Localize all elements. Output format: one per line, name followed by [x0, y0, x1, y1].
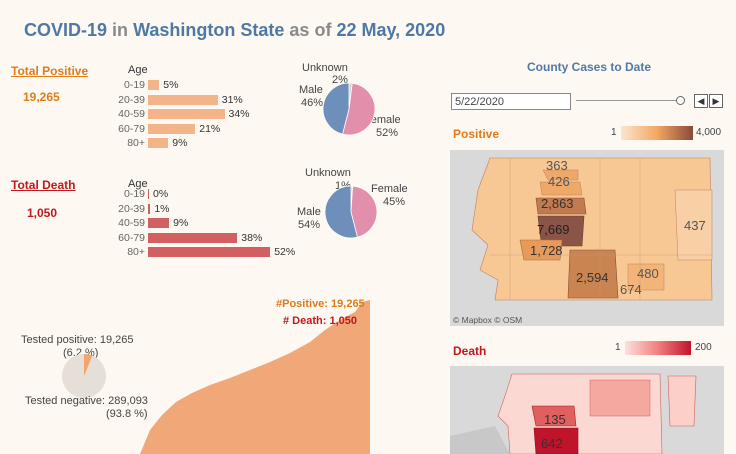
county-label: 437 — [684, 218, 706, 233]
maps-title: County Cases to Date — [527, 60, 652, 74]
death-unknown-label: Unknown — [305, 167, 351, 179]
cumulative-positive-area — [140, 300, 370, 454]
page-title: COVID-19 in Washington State as of 22 Ma… — [24, 20, 445, 41]
death-county-map[interactable]: 135 642 — [450, 366, 724, 454]
county-label: 1,728 — [530, 243, 563, 258]
trend-positive-annotation: #Positive: 19,265 — [276, 298, 365, 310]
county-label: 2,594 — [576, 270, 609, 285]
cumulative-trend-chart[interactable] — [140, 290, 380, 454]
title-asof: as of — [289, 20, 332, 40]
age-category-label: 20-39 — [118, 202, 145, 215]
map-attribution[interactable]: © Mapbox © OSM — [453, 315, 523, 325]
county-label: 480 — [637, 266, 659, 281]
trend-positive-value: 19,265 — [331, 298, 365, 310]
age-pct-label: 52% — [274, 246, 296, 258]
age-bar[interactable] — [148, 138, 169, 148]
total-death-value: 1,050 — [27, 206, 58, 220]
death-map-label: Death — [453, 344, 487, 358]
age-pct-label: 5% — [163, 79, 179, 91]
pos-male-label: Male — [299, 84, 323, 96]
age-bar[interactable] — [148, 218, 170, 228]
age-category-label: 0-19 — [123, 79, 145, 91]
age-header-positive: Age — [128, 64, 148, 76]
male-slice — [322, 82, 350, 135]
positive-legend-gradient — [621, 126, 693, 140]
title-state: Washington State — [133, 20, 285, 40]
pos-female-pct: 52% — [376, 127, 399, 139]
date-slider-handle[interactable] — [676, 96, 685, 105]
age-category-label: 40-59 — [118, 217, 145, 229]
age-pct-label: 9% — [173, 217, 189, 229]
tested-positive-label: Tested positive: 19,265 — [21, 334, 134, 346]
age-pct-label: 38% — [241, 231, 263, 244]
positive-county-map[interactable]: 363 426 2,863 7,669 1,728 2,594 437 480 … — [450, 150, 724, 326]
tests-positive-slice — [84, 354, 93, 376]
title-date: 22 May, 2020 — [336, 20, 446, 40]
trend-death-annotation: # Death: 1,050 — [283, 315, 357, 327]
age-category-label: 20-39 — [118, 93, 145, 106]
total-positive-value: 19,265 — [23, 90, 60, 104]
death-male-label: Male — [297, 206, 321, 218]
county-label: 2,863 — [541, 196, 574, 211]
death-female-pct: 45% — [383, 196, 406, 208]
date-input[interactable] — [451, 93, 571, 110]
pos-unknown-pct: 2% — [332, 74, 348, 86]
county-label: 674 — [620, 282, 642, 297]
age-pct-label: 9% — [172, 137, 188, 149]
pos-male-pct: 46% — [301, 97, 324, 109]
age-category-label: 40-59 — [118, 108, 145, 120]
age-category-label: 60-79 — [118, 122, 145, 135]
tests-pie[interactable] — [61, 353, 107, 399]
age-bar[interactable] — [148, 203, 151, 214]
male-slice — [324, 185, 358, 239]
death-legend-min: 1 — [615, 342, 621, 353]
age-pct-label: 34% — [228, 108, 250, 120]
age-pct-label: 1% — [154, 202, 170, 215]
date-slider-track[interactable] — [576, 100, 680, 101]
prev-date-button[interactable]: ◀ — [694, 94, 708, 108]
age-category-label: 80+ — [127, 137, 145, 149]
age-bar[interactable] — [148, 189, 149, 199]
pos-unknown-label: Unknown — [302, 62, 348, 74]
death-male-pct: 54% — [298, 219, 321, 231]
total-death-label[interactable]: Total Death — [11, 178, 76, 192]
age-bar[interactable] — [148, 109, 225, 119]
age-bar[interactable] — [148, 232, 238, 243]
positive-legend-max: 4,000 — [696, 127, 722, 138]
total-positive-label[interactable]: Total Positive — [11, 64, 89, 78]
death-legend-max: 200 — [695, 342, 712, 353]
trend-positive-label: #Positive: — [276, 298, 328, 310]
death-female-label: Female — [371, 183, 408, 195]
county-label: 363 — [546, 158, 568, 173]
death-gender-pie[interactable] — [324, 185, 378, 239]
age-pct-label: 0% — [153, 188, 169, 200]
county-label: 426 — [548, 174, 570, 189]
positive-legend-min: 1 — [611, 127, 617, 138]
trend-death-value: 1,050 — [329, 315, 357, 327]
age-pct-label: 31% — [221, 93, 243, 106]
tested-negative-pct: (93.8 %) — [106, 408, 148, 420]
title-covid: COVID-19 — [24, 20, 108, 40]
county-label: 7,669 — [537, 222, 570, 237]
age-category-label: 60-79 — [118, 231, 145, 244]
female-slice — [342, 82, 376, 136]
age-pct-label: 21% — [199, 122, 221, 135]
age-category-label: 80+ — [127, 246, 145, 258]
tested-negative-label: Tested negative: 289,093 — [25, 395, 148, 407]
title-in: in — [112, 20, 129, 40]
positive-gender-pie[interactable] — [322, 82, 376, 136]
age-bar[interactable] — [148, 94, 218, 105]
age-bar[interactable] — [148, 123, 196, 134]
age-bar[interactable] — [148, 80, 160, 90]
age-header-death: Age — [128, 178, 148, 190]
age-bar[interactable] — [148, 247, 271, 257]
next-date-button[interactable]: ▶ — [709, 94, 723, 108]
county-label: 642 — [541, 436, 563, 451]
female-slice — [350, 185, 378, 238]
age-category-label: 0-19 — [123, 188, 145, 200]
positive-map-label: Positive — [453, 127, 500, 141]
county-label: 135 — [544, 412, 566, 427]
trend-death-label: # Death: — [283, 315, 327, 327]
death-legend-gradient — [625, 341, 691, 355]
